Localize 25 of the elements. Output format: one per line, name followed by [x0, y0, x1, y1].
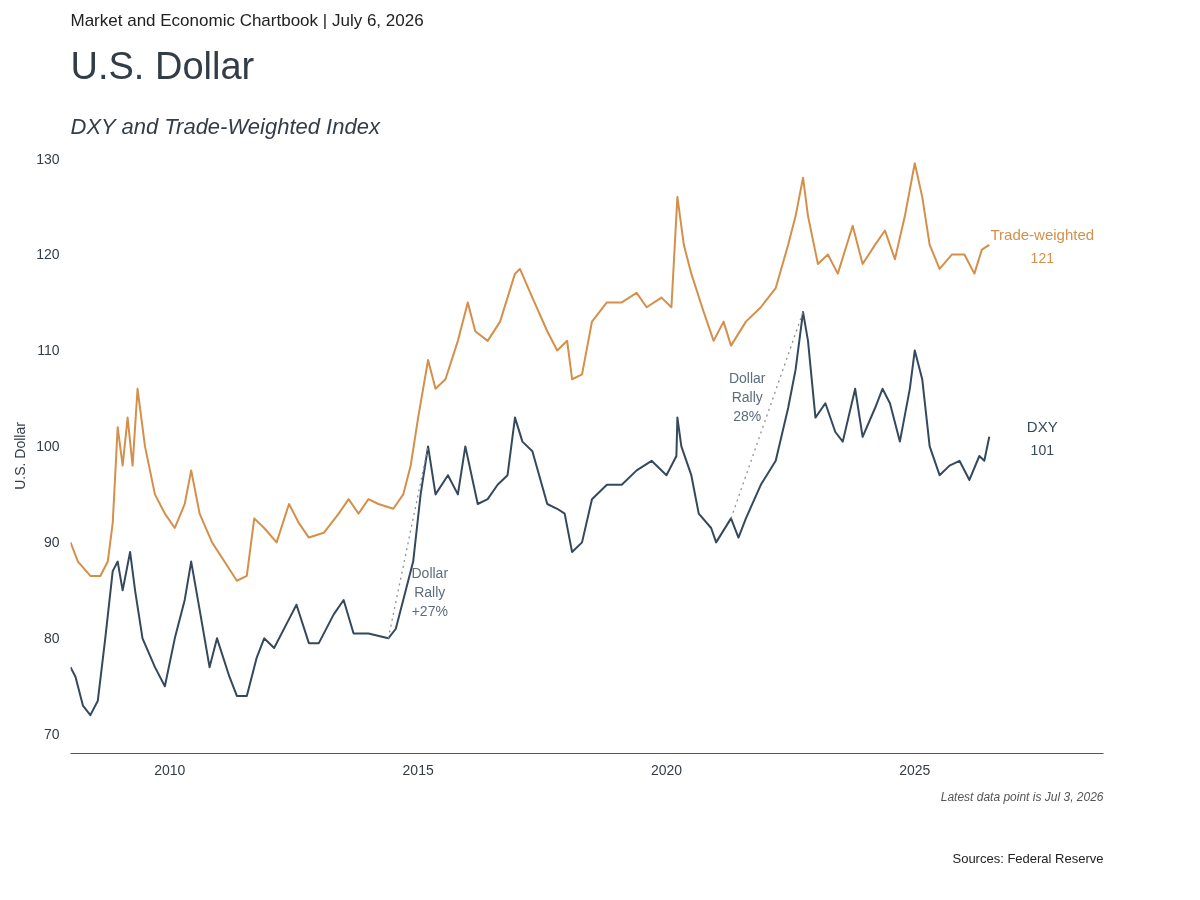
- text: DXY: [1026, 418, 1058, 436]
- line-series: [70, 162, 991, 582]
- x-tick-label: 2015: [402, 761, 434, 778]
- text: Latest data point is Jul 3, 2026: [940, 789, 1104, 804]
- y-tick-label: 120: [36, 246, 60, 263]
- annotation: Dollar Rally +27%: [411, 565, 449, 620]
- y-tick-label: 130: [36, 150, 60, 167]
- y-axis-title: U.S. Dollar: [12, 421, 29, 490]
- source-note: Sources: Federal Reserve: [952, 850, 1104, 866]
- x-tick-label: 2025: [899, 761, 931, 778]
- x-tick-label: 2010: [154, 761, 186, 778]
- y-tick-label: 100: [36, 438, 60, 455]
- x-tick-label: 2020: [650, 761, 683, 778]
- annotation: Dollar Rally 28%: [728, 370, 766, 425]
- annotation: 101: [1030, 441, 1055, 458]
- text: Market and Economic Chartbook | July 6, 2026: [70, 10, 424, 30]
- chart-subtitle: DXY and Trade-Weighted Index: [70, 113, 381, 139]
- line-series: [70, 311, 991, 717]
- y-tick-label: 70: [43, 726, 60, 743]
- chart-title: U.S. Dollar: [70, 44, 255, 87]
- y-tick-label: 80: [43, 630, 60, 647]
- y-tick-label: 90: [43, 534, 60, 551]
- annotation: 121: [1030, 249, 1055, 266]
- series-label: Trade-weighted: [990, 226, 1095, 244]
- y-tick-label: 110: [37, 342, 60, 359]
